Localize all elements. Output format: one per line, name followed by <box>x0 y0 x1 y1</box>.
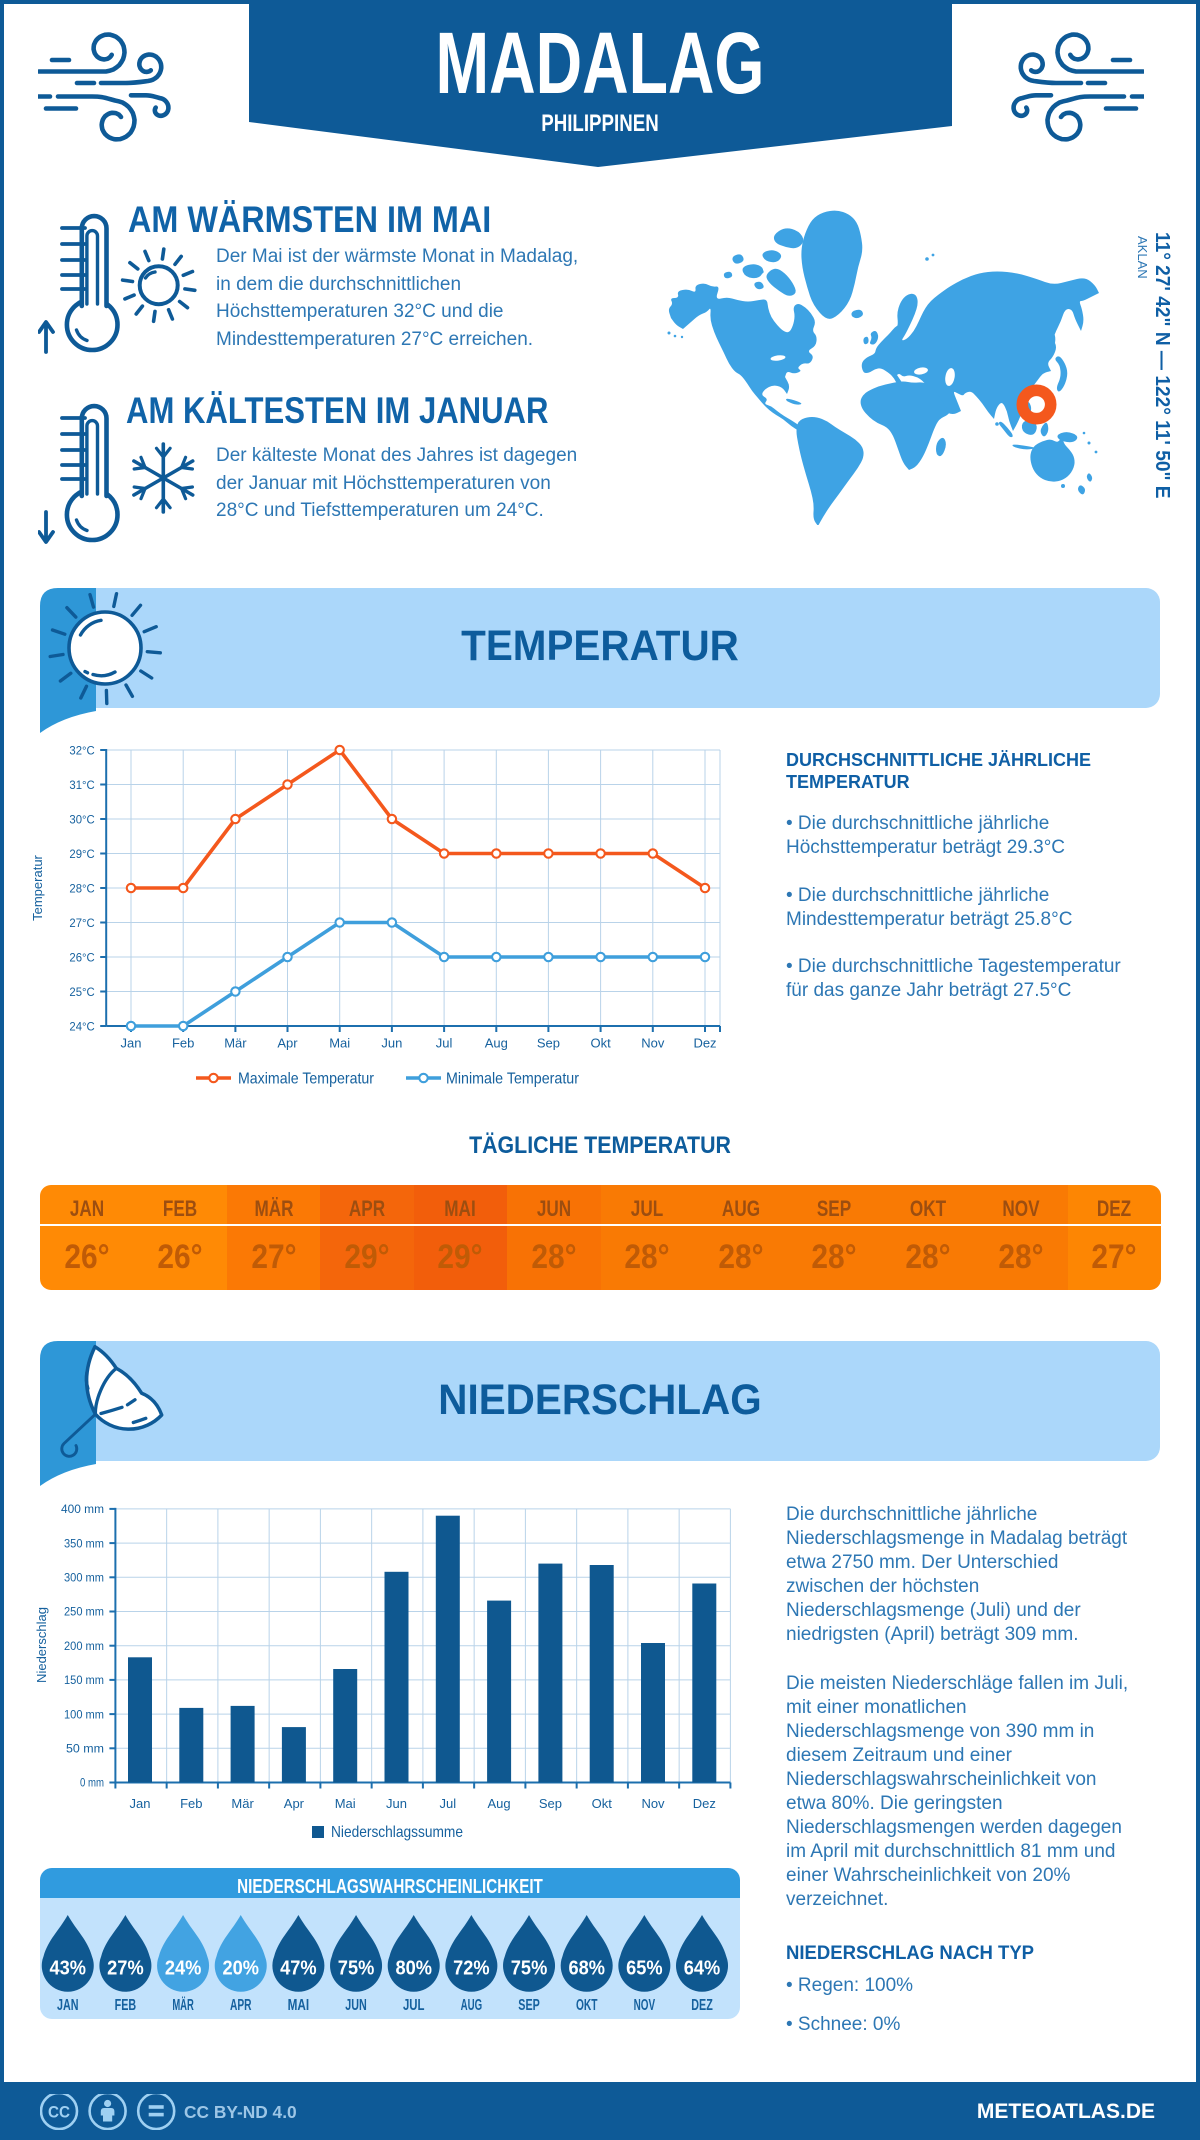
svg-text:Jul: Jul <box>436 1036 453 1051</box>
svg-text:Temperatur: Temperatur <box>30 854 45 920</box>
svg-text:300 mm: 300 mm <box>64 1571 104 1585</box>
svg-text:Dez: Dez <box>693 1036 716 1051</box>
svg-text:Mär: Mär <box>224 1036 247 1051</box>
svg-text:Okt: Okt <box>590 1036 611 1051</box>
svg-text:20%: 20% <box>222 1956 258 1979</box>
svg-text:Aug: Aug <box>488 1796 511 1811</box>
svg-text:150 mm: 150 mm <box>64 1673 104 1687</box>
svg-text:400 mm: 400 mm <box>61 1502 104 1516</box>
svg-text:26°C: 26°C <box>69 950 94 964</box>
svg-text:NOV: NOV <box>634 1997 656 2014</box>
svg-text:Feb: Feb <box>172 1036 194 1051</box>
svg-text:JUL: JUL <box>403 1997 425 2014</box>
svg-text:0 mm: 0 mm <box>80 1776 104 1790</box>
svg-text:28°C: 28°C <box>69 881 94 895</box>
svg-text:43%: 43% <box>50 1956 87 1979</box>
svg-text:FEB: FEB <box>115 1997 137 2014</box>
svg-text:Jan: Jan <box>130 1796 151 1811</box>
svg-text:Sep: Sep <box>539 1796 562 1811</box>
svg-text:Nov: Nov <box>641 1036 665 1051</box>
svg-text:72%: 72% <box>453 1956 490 1979</box>
svg-text:APR: APR <box>230 1997 252 2014</box>
svg-text:29°C: 29°C <box>69 847 94 861</box>
svg-text:JUN: JUN <box>345 1997 367 2014</box>
svg-text:24°C: 24°C <box>69 1019 94 1033</box>
svg-text:Apr: Apr <box>277 1036 298 1051</box>
svg-text:Mär: Mär <box>231 1796 254 1811</box>
svg-text:50 mm: 50 mm <box>66 1742 104 1756</box>
svg-text:SEP: SEP <box>518 1997 540 2014</box>
svg-text:Jun: Jun <box>386 1796 407 1811</box>
svg-text:MAI: MAI <box>288 1997 310 2014</box>
svg-text:OKT: OKT <box>576 1997 598 2014</box>
svg-text:350 mm: 350 mm <box>64 1536 104 1550</box>
svg-text:75%: 75% <box>511 1956 548 1979</box>
svg-text:Sep: Sep <box>537 1036 560 1051</box>
svg-text:32°C: 32°C <box>69 743 94 757</box>
svg-text:Jan: Jan <box>121 1036 142 1051</box>
svg-text:250 mm: 250 mm <box>64 1605 104 1619</box>
svg-text:24%: 24% <box>165 1956 202 1979</box>
svg-text:Niederschlag: Niederschlag <box>34 1607 49 1683</box>
svg-text:Minimale Temperatur: Minimale Temperatur <box>446 1071 580 1088</box>
svg-text:Dez: Dez <box>693 1796 716 1811</box>
svg-text:Aug: Aug <box>485 1036 508 1051</box>
svg-text:100 mm: 100 mm <box>64 1707 104 1721</box>
svg-text:65%: 65% <box>626 1956 663 1979</box>
svg-text:68%: 68% <box>568 1956 605 1979</box>
svg-text:AUG: AUG <box>461 1997 483 2014</box>
svg-text:Jul: Jul <box>439 1796 456 1811</box>
svg-text:DEZ: DEZ <box>691 1997 713 2014</box>
svg-text:47%: 47% <box>280 1956 317 1979</box>
svg-text:200 mm: 200 mm <box>64 1639 104 1653</box>
svg-text:Mai: Mai <box>329 1036 350 1051</box>
svg-text:JAN: JAN <box>57 1997 79 2014</box>
svg-text:25°C: 25°C <box>69 985 94 999</box>
svg-text:64%: 64% <box>684 1956 721 1979</box>
svg-text:Apr: Apr <box>284 1796 305 1811</box>
svg-text:Niederschlagssumme: Niederschlagssumme <box>331 1824 463 1841</box>
svg-text:80%: 80% <box>395 1956 432 1979</box>
svg-text:75%: 75% <box>338 1956 375 1979</box>
svg-text:Mai: Mai <box>335 1796 356 1811</box>
svg-text:27%: 27% <box>107 1956 144 1979</box>
svg-text:30°C: 30°C <box>69 812 94 826</box>
svg-text:CC: CC <box>48 2103 70 2122</box>
svg-text:Okt: Okt <box>592 1796 613 1811</box>
svg-text:Nov: Nov <box>641 1796 665 1811</box>
svg-text:27°C: 27°C <box>69 916 94 930</box>
svg-text:Jun: Jun <box>381 1036 402 1051</box>
svg-text:Maximale Temperatur: Maximale Temperatur <box>238 1071 375 1088</box>
svg-text:31°C: 31°C <box>69 778 94 792</box>
svg-text:MÄR: MÄR <box>172 1997 194 2014</box>
svg-text:Feb: Feb <box>180 1796 202 1811</box>
